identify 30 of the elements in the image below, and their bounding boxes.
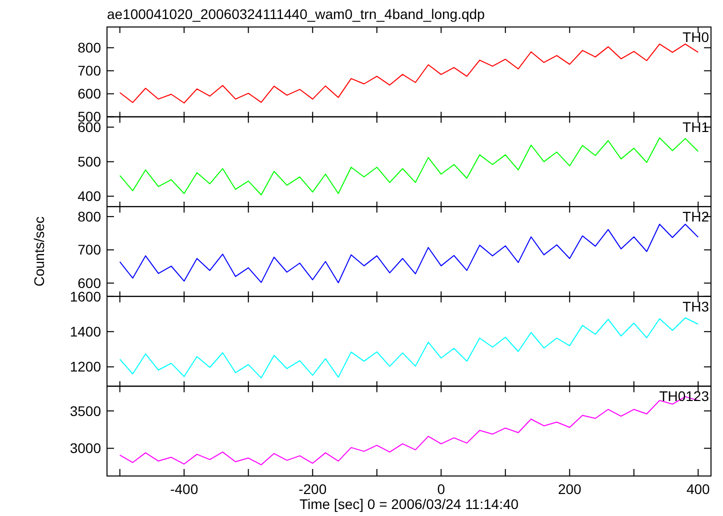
- x-tick-label: 400: [686, 481, 710, 497]
- series-label: TH0123: [659, 388, 710, 404]
- x-tick-label: -400: [170, 481, 198, 497]
- y-tick-label: 400: [78, 188, 102, 204]
- x-tick-label: 0: [437, 481, 446, 497]
- x-tick-label: -200: [298, 481, 327, 497]
- line-series: [119, 44, 699, 104]
- series-label: TH1: [682, 118, 710, 135]
- y-tick-label: 500: [78, 154, 102, 170]
- x-tick-label: 200: [558, 481, 582, 497]
- y-axis-title: Counts/sec: [31, 216, 47, 287]
- y-tick-label: 800: [78, 208, 102, 224]
- series-label: TH3: [682, 298, 710, 314]
- line-series: [119, 224, 699, 284]
- y-tick-label: 800: [78, 40, 102, 56]
- series-label: TH0: [682, 29, 710, 45]
- y-tick-label: 700: [78, 62, 102, 79]
- line-series: [119, 137, 699, 196]
- x-axis-title: Time [sec] 0 = 2006/03/24 11:14:40: [299, 496, 519, 512]
- y-tick-label: 3500: [70, 402, 102, 419]
- y-tick-label: 1200: [70, 358, 102, 375]
- line-series: [119, 317, 699, 378]
- chart-title: ae100041020_20060324111440_wam0_trn_4band_long.qdp: [107, 6, 486, 22]
- series-label: TH2: [682, 208, 710, 225]
- y-tick-label: 1400: [70, 324, 102, 340]
- y-tick-label: 600: [78, 86, 102, 102]
- y-tick-label: 3000: [70, 440, 102, 456]
- y-tick-label: 700: [78, 242, 102, 258]
- y-tick-label: 600: [78, 274, 102, 291]
- y-tick-label: 1600: [70, 288, 102, 304]
